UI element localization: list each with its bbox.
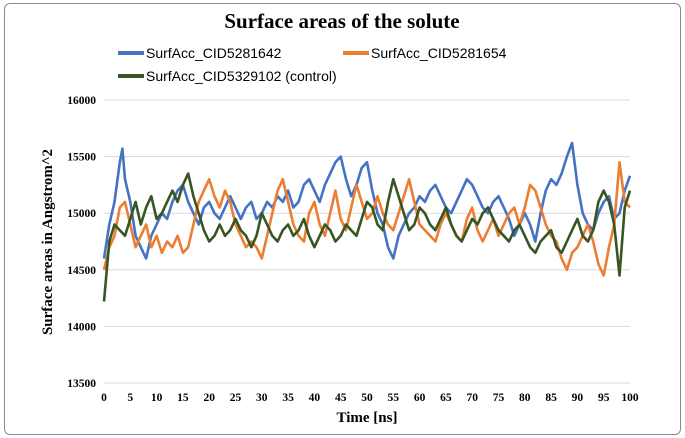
series-line-3 <box>102 172 632 302</box>
y-axis-label: Surface areas in Angstrom^2 <box>40 149 56 335</box>
y-tick-label: 13500 <box>67 378 96 390</box>
x-tick-label: 85 <box>545 392 557 404</box>
y-tick-label: 15500 <box>67 152 96 164</box>
x-tick-label: 5 <box>127 392 133 404</box>
x-tick-label: 95 <box>598 392 610 404</box>
series-line-2 <box>102 161 631 277</box>
x-tick-label: 70 <box>466 392 478 404</box>
x-tick-label: 35 <box>282 392 294 404</box>
x-tick-label: 15 <box>177 392 189 404</box>
x-axis-ticks: 0 5 10 15 20 25 30 35 40 45 50 55 60 65 70 75 80 85 90 95 10… <box>101 392 639 404</box>
x-tick-label: 40 <box>309 392 321 404</box>
legend-entry: SurfAcc_CID5281642 <box>146 45 282 61</box>
x-tick-label: 65 <box>440 392 452 404</box>
x-tick-label: 50 <box>361 392 373 404</box>
x-tick-label: 45 <box>335 392 347 404</box>
y-axis-ticks: 13500 14000 14500 15000 15500 16000 <box>67 95 96 390</box>
x-tick-label: 90 <box>572 392 584 404</box>
x-tick-label: 100 <box>621 392 639 404</box>
x-tick-label: 20 <box>203 392 215 404</box>
gridlines <box>104 99 630 384</box>
chart-title: Surface areas of the solute <box>224 9 459 33</box>
y-tick-label: 14000 <box>67 321 96 333</box>
series-lines <box>102 141 632 302</box>
y-tick-label: 15000 <box>67 208 96 220</box>
x-tick-label: 80 <box>519 392 531 404</box>
x-tick-label: 60 <box>414 392 426 404</box>
x-axis-label: Time [ns] <box>337 410 398 426</box>
x-tick-label: 30 <box>256 392 268 404</box>
legend-entry: SurfAcc_CID5329102 (control) <box>146 68 337 84</box>
legend-entry: SurfAcc_CID5281654 <box>371 45 507 61</box>
legend: SurfAcc_CID5281642 SurfAcc_CID5281654 Surf… <box>118 45 507 84</box>
y-tick-label: 14500 <box>67 265 96 277</box>
y-tick-label: 16000 <box>67 95 96 107</box>
x-tick-label: 55 <box>388 392 400 404</box>
x-tick-label: 10 <box>151 392 163 404</box>
x-tick-label: 25 <box>230 392 242 404</box>
x-tick-label: 0 <box>101 392 107 404</box>
x-tick-label: 75 <box>493 392 505 404</box>
